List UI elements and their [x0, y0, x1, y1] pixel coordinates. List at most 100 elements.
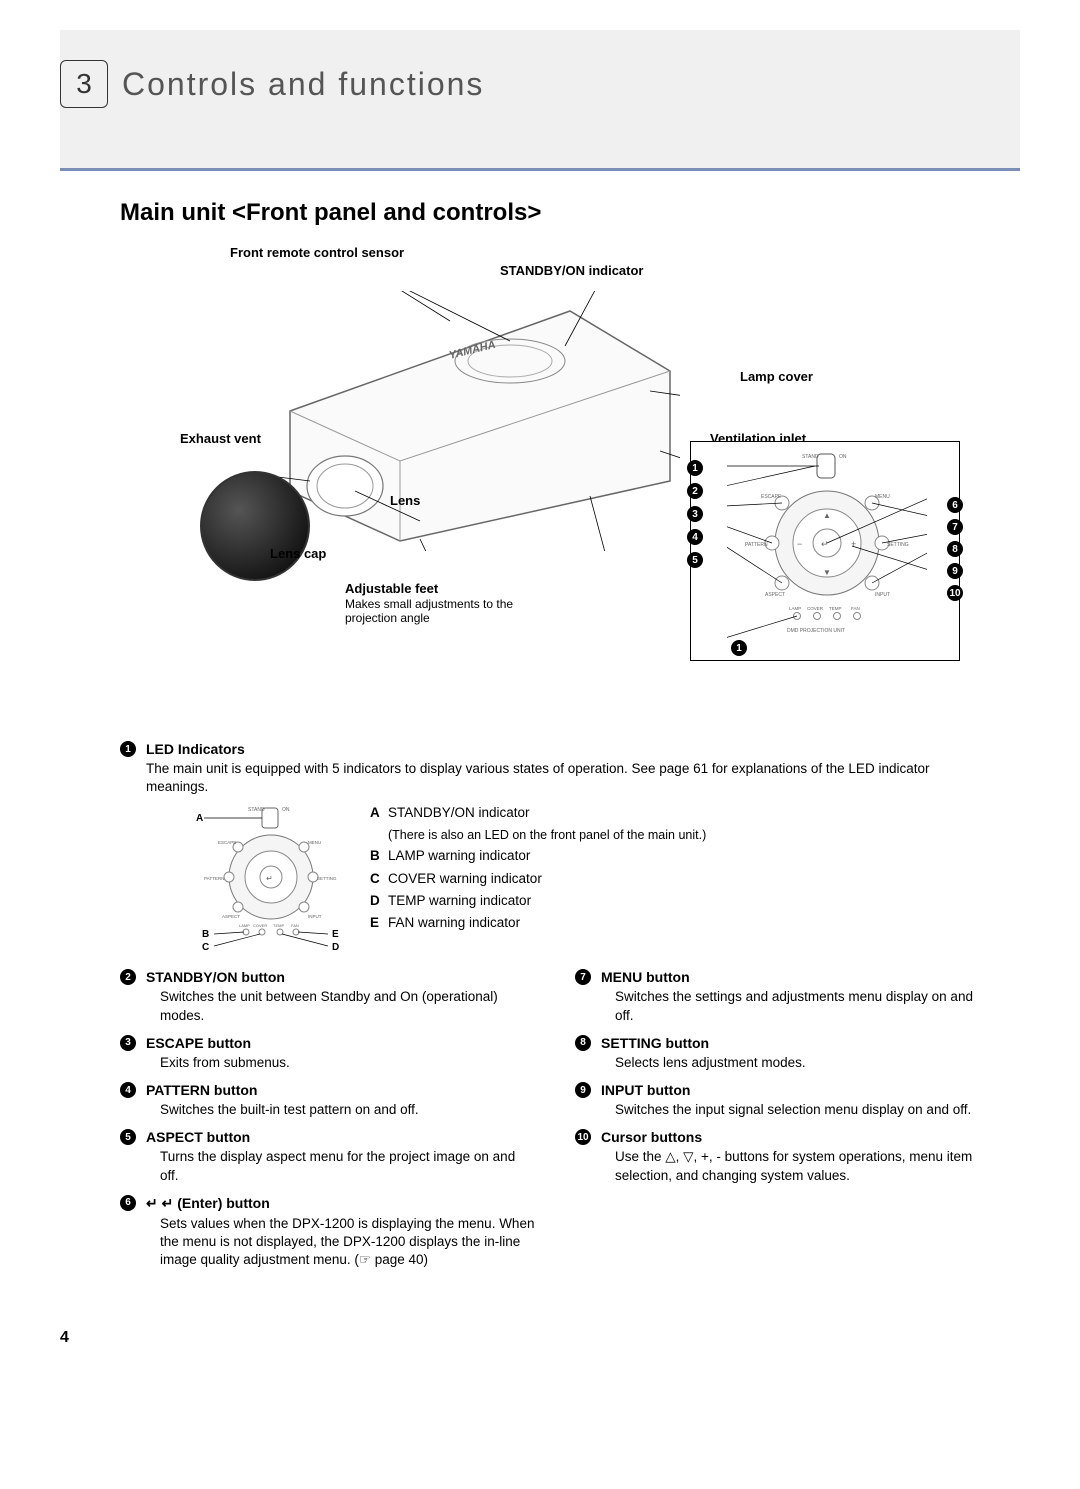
left-column: 2 STANDBY/ON button Switches the unit be… — [120, 969, 535, 1279]
item-led: 1 LED Indicators The main unit is equipp… — [120, 741, 990, 955]
svg-text:−: − — [797, 539, 802, 549]
label-lens: Lens — [390, 493, 420, 508]
svg-text:COVER: COVER — [253, 923, 267, 928]
svg-text:MENU: MENU — [308, 840, 321, 845]
label-adj-feet-note: Makes small adjustments to the projectio… — [345, 597, 525, 625]
item-7: 7 MENU button Switches the settings and … — [575, 969, 990, 1024]
body-4: Switches the built-in test pattern on an… — [160, 1101, 535, 1119]
callout-6: 6 — [947, 497, 963, 513]
body-9: Switches the input signal selection menu… — [615, 1101, 990, 1119]
svg-text:STAND: STAND — [248, 807, 265, 813]
svg-text:INPUT: INPUT — [308, 914, 322, 919]
num-3: 3 — [120, 1035, 136, 1051]
svg-text:▲: ▲ — [823, 511, 831, 520]
led-e: FAN warning indicator — [388, 915, 520, 930]
title-5: ASPECT button — [146, 1129, 535, 1145]
callout-1: 1 — [687, 460, 703, 476]
item-10: 10 Cursor buttons Use the △, ▽, +, - but… — [575, 1129, 990, 1184]
title-4: PATTERN button — [146, 1082, 535, 1098]
callout-8: 8 — [947, 541, 963, 557]
led-d: TEMP warning indicator — [388, 893, 531, 908]
svg-text:↵: ↵ — [266, 874, 273, 883]
svg-text:SETTING: SETTING — [317, 876, 337, 881]
led-list: ASTANDBY/ON indicator (There is also an … — [370, 802, 706, 955]
svg-text:FAN: FAN — [851, 606, 860, 611]
control-panel-inset: STAND ON ↵ ▲ ▼ − + ESCAPE MENU PATTERN — [690, 441, 960, 661]
callout-3: 3 — [687, 506, 703, 522]
svg-text:E: E — [332, 929, 339, 940]
svg-text:TEMP: TEMP — [273, 923, 284, 928]
svg-text:MENU: MENU — [875, 494, 890, 500]
label-lens-cap: Lens cap — [270, 546, 326, 561]
title-10: Cursor buttons — [601, 1129, 990, 1145]
label-adj-feet: Adjustable feet — [345, 581, 438, 596]
svg-text:ON: ON — [839, 454, 847, 460]
callout-9: 9 — [947, 563, 963, 579]
num-4: 4 — [120, 1082, 136, 1098]
led-a: STANDBY/ON indicator — [388, 805, 530, 820]
svg-text:PATTERN: PATTERN — [745, 542, 768, 548]
svg-text:COVER: COVER — [807, 606, 824, 611]
front-panel-diagram: YAMAHA Front remote control sensor STAND… — [130, 241, 970, 721]
svg-text:+: + — [851, 539, 856, 549]
led-c: COVER warning indicator — [388, 871, 542, 886]
item-2: 2 STANDBY/ON button Switches the unit be… — [120, 969, 535, 1024]
num-6: 6 — [120, 1195, 136, 1211]
num-8: 8 — [575, 1035, 591, 1051]
num-7: 7 — [575, 969, 591, 985]
callout-1b: 1 — [731, 640, 747, 656]
projector-illustration: YAMAHA — [260, 291, 680, 551]
body-7: Switches the settings and adjustments me… — [615, 988, 990, 1024]
label-lamp-cover: Lamp cover — [740, 369, 813, 384]
item-8: 8 SETTING button Selects lens adjustment… — [575, 1035, 990, 1072]
title-6-text: ↵ (Enter) button — [162, 1195, 270, 1211]
title-3: ESCAPE button — [146, 1035, 535, 1051]
svg-text:ON: ON — [282, 807, 290, 813]
label-exhaust: Exhaust vent — [180, 431, 261, 446]
label-front-sensor: Front remote control sensor — [230, 245, 404, 260]
body-5: Turns the display aspect menu for the pr… — [160, 1148, 535, 1184]
title-2: STANDBY/ON button — [146, 969, 535, 985]
svg-text:ESCAPE: ESCAPE — [761, 494, 782, 500]
svg-text:ESCAPE: ESCAPE — [218, 840, 236, 845]
svg-text:STAND: STAND — [802, 454, 819, 460]
chapter-title: Controls and functions — [122, 66, 484, 103]
section-title: Main unit <Front panel and controls> — [120, 199, 1020, 227]
callout-2: 2 — [687, 483, 703, 499]
lens-cap-graphic — [200, 471, 310, 581]
svg-text:↵: ↵ — [821, 539, 829, 549]
svg-text:FAN: FAN — [291, 923, 299, 928]
svg-text:▼: ▼ — [823, 568, 831, 577]
callout-5: 5 — [687, 552, 703, 568]
svg-text:PATTERN: PATTERN — [204, 876, 224, 881]
right-column: 7 MENU button Switches the settings and … — [575, 969, 990, 1279]
svg-text:SETTING: SETTING — [887, 542, 909, 548]
svg-text:INPUT: INPUT — [875, 592, 890, 598]
led-body: The main unit is equipped with 5 indicat… — [146, 760, 990, 796]
num-2: 2 — [120, 969, 136, 985]
svg-text:DMD PROJECTION UNIT: DMD PROJECTION UNIT — [787, 628, 845, 634]
svg-text:A: A — [196, 813, 203, 824]
led-a-note: (There is also an LED on the front panel… — [388, 825, 706, 846]
title-9: INPUT button — [601, 1082, 990, 1098]
body-10: Use the △, ▽, +, - buttons for system op… — [615, 1148, 990, 1184]
callout-10: 10 — [947, 585, 963, 601]
item-6: 6 ↵ ↵ (Enter) button Sets values when th… — [120, 1195, 535, 1270]
chapter-number: 3 — [60, 60, 108, 108]
num-10: 10 — [575, 1129, 591, 1145]
led-b: LAMP warning indicator — [388, 848, 530, 863]
item-4: 4 PATTERN button Switches the built-in t… — [120, 1082, 535, 1119]
control-panel-graphic: STAND ON ↵ ▲ ▼ − + ESCAPE MENU PATTERN — [727, 448, 927, 648]
item-3: 3 ESCAPE button Exits from submenus. — [120, 1035, 535, 1072]
svg-text:TEMP: TEMP — [829, 606, 842, 611]
num-5: 5 — [120, 1129, 136, 1145]
led-title: LED Indicators — [146, 741, 990, 757]
callout-7: 7 — [947, 519, 963, 535]
svg-text:LAMP: LAMP — [789, 606, 801, 611]
item-9: 9 INPUT button Switches the input signal… — [575, 1082, 990, 1119]
title-6: ↵ ↵ (Enter) button — [146, 1195, 535, 1212]
title-8: SETTING button — [601, 1035, 990, 1051]
svg-text:LAMP: LAMP — [239, 923, 250, 928]
descriptions: 1 LED Indicators The main unit is equipp… — [120, 741, 990, 1279]
led-diagram: STANDON ↵ ESCAPEMENU PATTERNSETTING ASPE… — [196, 802, 346, 955]
